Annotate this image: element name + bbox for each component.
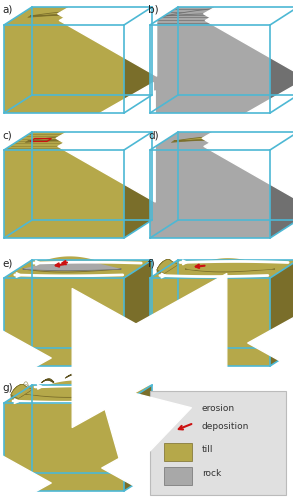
Polygon shape	[11, 384, 33, 398]
Polygon shape	[157, 260, 177, 274]
Polygon shape	[124, 260, 152, 366]
Text: deposition: deposition	[202, 422, 249, 431]
Polygon shape	[4, 473, 152, 491]
Polygon shape	[164, 8, 284, 16]
FancyBboxPatch shape	[150, 391, 286, 495]
Polygon shape	[23, 256, 121, 271]
Text: rock: rock	[202, 469, 221, 478]
Polygon shape	[150, 95, 293, 113]
Polygon shape	[150, 260, 293, 278]
Polygon shape	[150, 150, 270, 238]
Polygon shape	[66, 374, 78, 378]
Polygon shape	[11, 384, 25, 398]
Polygon shape	[157, 260, 176, 274]
Polygon shape	[11, 384, 26, 398]
Bar	[164, 467, 192, 485]
Polygon shape	[4, 260, 152, 278]
Polygon shape	[11, 384, 28, 398]
Polygon shape	[157, 260, 173, 274]
Polygon shape	[4, 403, 124, 491]
Polygon shape	[150, 7, 293, 25]
Polygon shape	[11, 384, 30, 398]
Polygon shape	[4, 348, 152, 366]
Polygon shape	[25, 380, 131, 396]
Polygon shape	[86, 374, 98, 377]
Polygon shape	[157, 260, 178, 274]
Polygon shape	[270, 260, 293, 366]
Text: g): g)	[2, 383, 13, 393]
Polygon shape	[150, 348, 293, 366]
Polygon shape	[157, 260, 171, 274]
Polygon shape	[150, 220, 293, 238]
Bar	[164, 443, 192, 461]
Polygon shape	[124, 132, 152, 238]
Polygon shape	[124, 7, 152, 113]
Polygon shape	[4, 95, 152, 113]
Polygon shape	[28, 136, 126, 141]
Polygon shape	[150, 25, 270, 113]
Polygon shape	[185, 258, 275, 271]
Text: erosion: erosion	[202, 404, 235, 413]
Polygon shape	[157, 260, 174, 274]
Text: b): b)	[148, 5, 159, 15]
Polygon shape	[23, 266, 121, 272]
Text: a): a)	[2, 5, 12, 15]
Polygon shape	[11, 384, 31, 398]
Text: till: till	[202, 445, 214, 454]
Text: e): e)	[2, 258, 12, 268]
Polygon shape	[42, 378, 54, 382]
Polygon shape	[4, 132, 152, 150]
Polygon shape	[270, 132, 293, 238]
Polygon shape	[4, 25, 124, 113]
Polygon shape	[185, 266, 275, 272]
Polygon shape	[23, 260, 121, 270]
Polygon shape	[124, 385, 152, 491]
Polygon shape	[4, 7, 152, 25]
Polygon shape	[150, 278, 270, 366]
Polygon shape	[4, 278, 124, 366]
Polygon shape	[4, 150, 124, 238]
Polygon shape	[25, 390, 131, 398]
Polygon shape	[4, 220, 152, 238]
Polygon shape	[150, 132, 293, 150]
Polygon shape	[173, 136, 272, 141]
Polygon shape	[23, 268, 121, 270]
Polygon shape	[270, 7, 293, 113]
Polygon shape	[30, 11, 128, 16]
Polygon shape	[4, 385, 152, 403]
Text: f): f)	[148, 258, 156, 268]
Text: c): c)	[2, 130, 12, 140]
Text: d): d)	[148, 130, 159, 140]
